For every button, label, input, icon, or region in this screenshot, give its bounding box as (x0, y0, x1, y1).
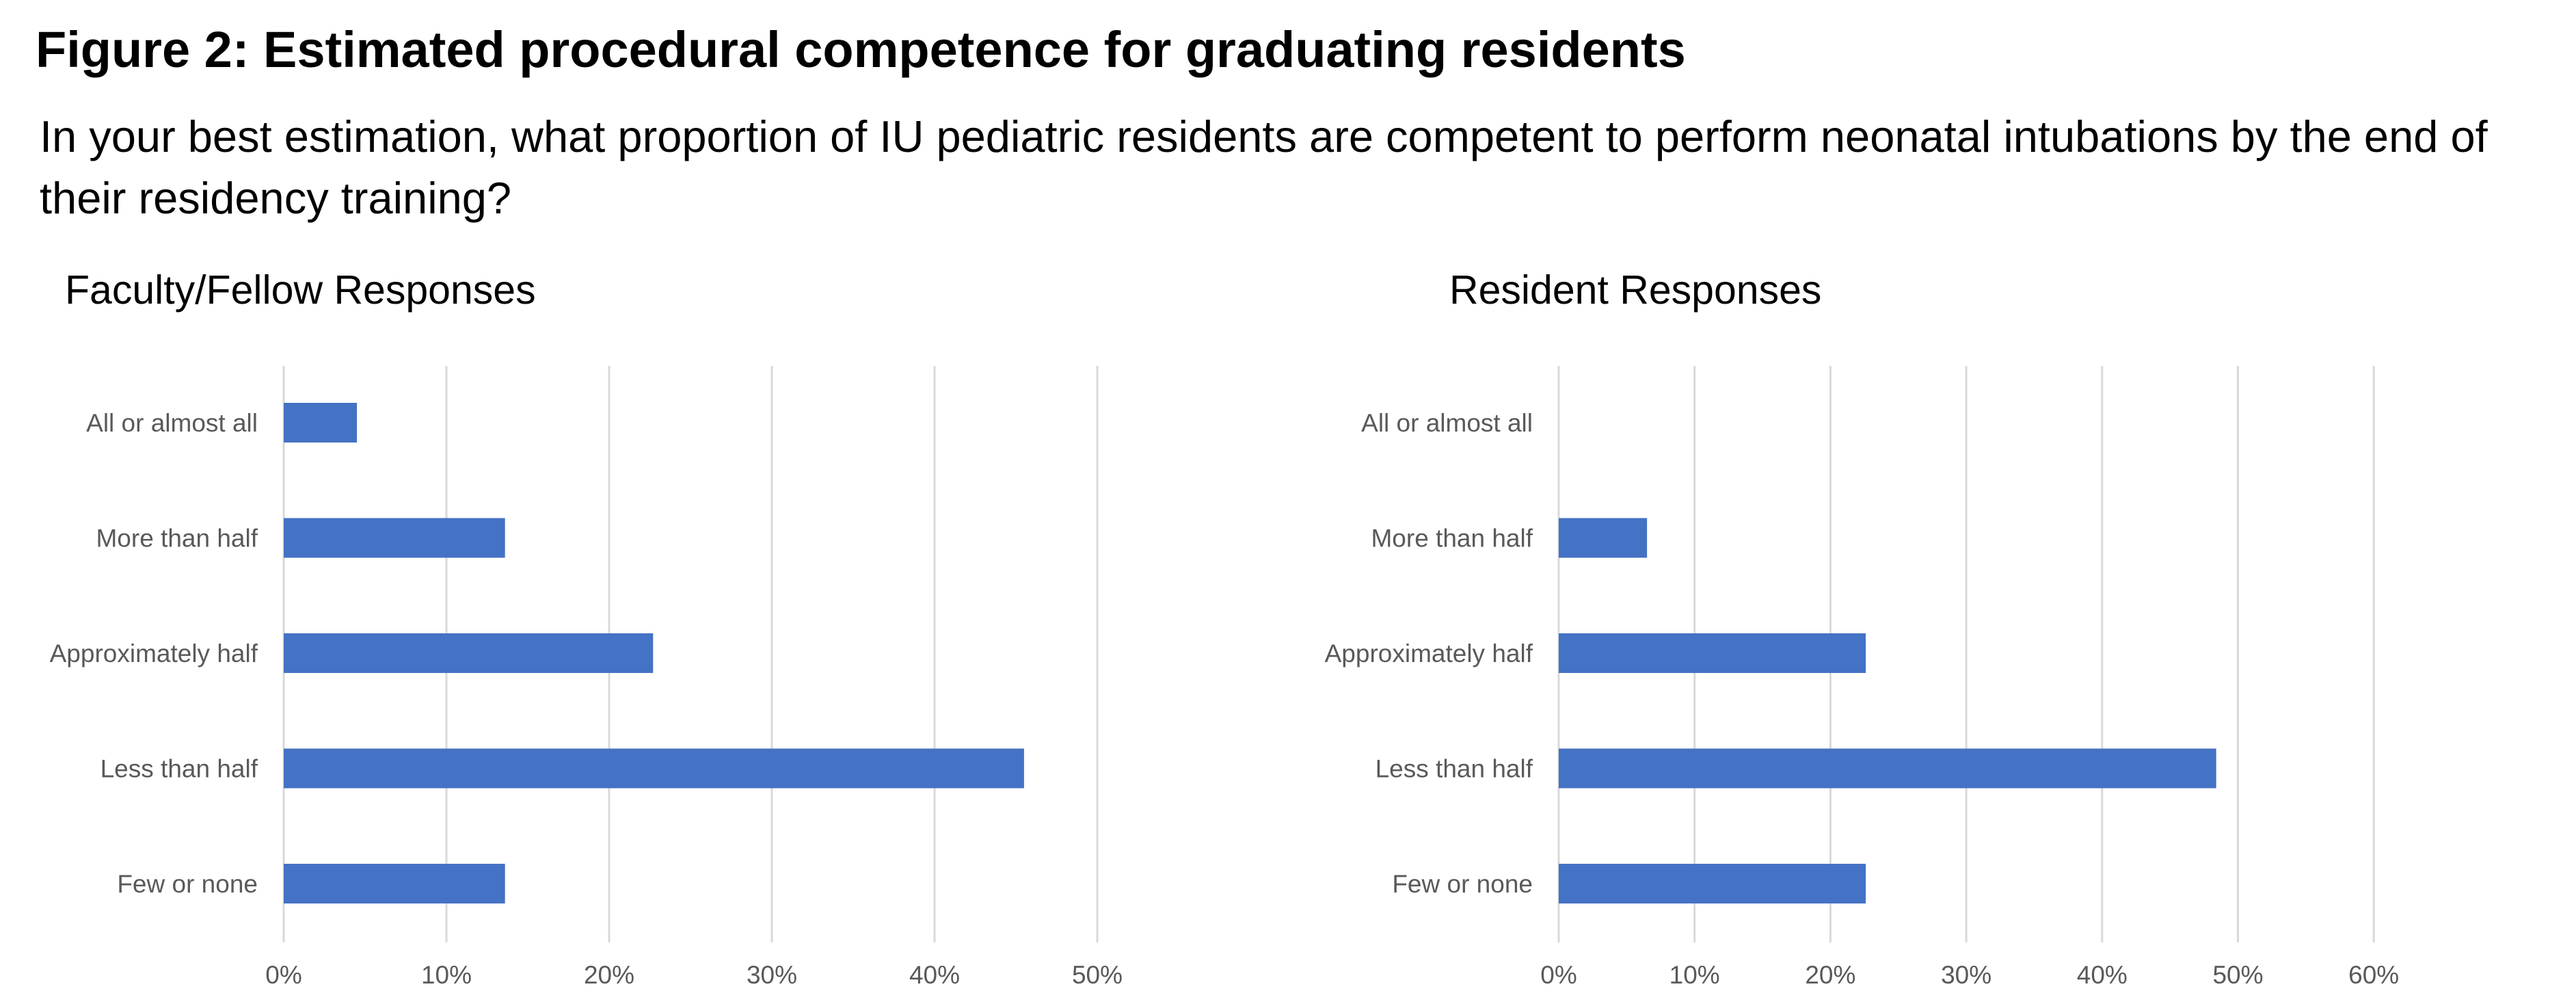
figure-question: In your best estimation, what proportion… (40, 111, 2488, 223)
x-tick-label: 40% (909, 961, 960, 989)
x-tick-label: 20% (584, 961, 634, 989)
category-label: All or almost all (1361, 409, 1533, 437)
bar (1559, 864, 1866, 903)
x-tick-label: 0% (265, 961, 301, 989)
bar (284, 864, 505, 903)
bar (284, 518, 505, 558)
category-label: Few or none (1392, 870, 1533, 898)
x-tick-label: 10% (421, 961, 472, 989)
x-tick-label: 50% (1072, 961, 1123, 989)
x-tick-label: 40% (2077, 961, 2128, 989)
category-label: All or almost all (86, 409, 258, 437)
bar (284, 633, 654, 673)
category-label: More than half (96, 525, 258, 553)
bar (1559, 748, 2216, 789)
x-tick-label: 30% (747, 961, 797, 989)
x-tick-label: 30% (1941, 961, 1991, 989)
x-tick-label: 0% (1540, 961, 1577, 989)
figure-title: Figure 2: Estimated procedural competenc… (36, 21, 1686, 78)
x-tick-label: 50% (2212, 961, 2263, 989)
bar (284, 403, 358, 442)
left-chart-title: Faculty/Fellow Responses (65, 267, 536, 313)
bar (284, 748, 1024, 789)
category-label: Less than half (100, 755, 258, 783)
category-label: Approximately half (50, 639, 258, 668)
x-tick-label: 20% (1805, 961, 1855, 989)
bar (1559, 518, 1648, 558)
x-tick-label: 10% (1669, 961, 1720, 989)
category-label: Few or none (117, 870, 258, 898)
bar (1559, 633, 1866, 673)
x-tick-label: 60% (2348, 961, 2399, 989)
category-label: Approximately half (1325, 639, 1533, 668)
category-label: More than half (1371, 525, 1533, 553)
right-chart-title: Resident Responses (1449, 267, 1822, 313)
category-label: Less than half (1376, 755, 1533, 783)
